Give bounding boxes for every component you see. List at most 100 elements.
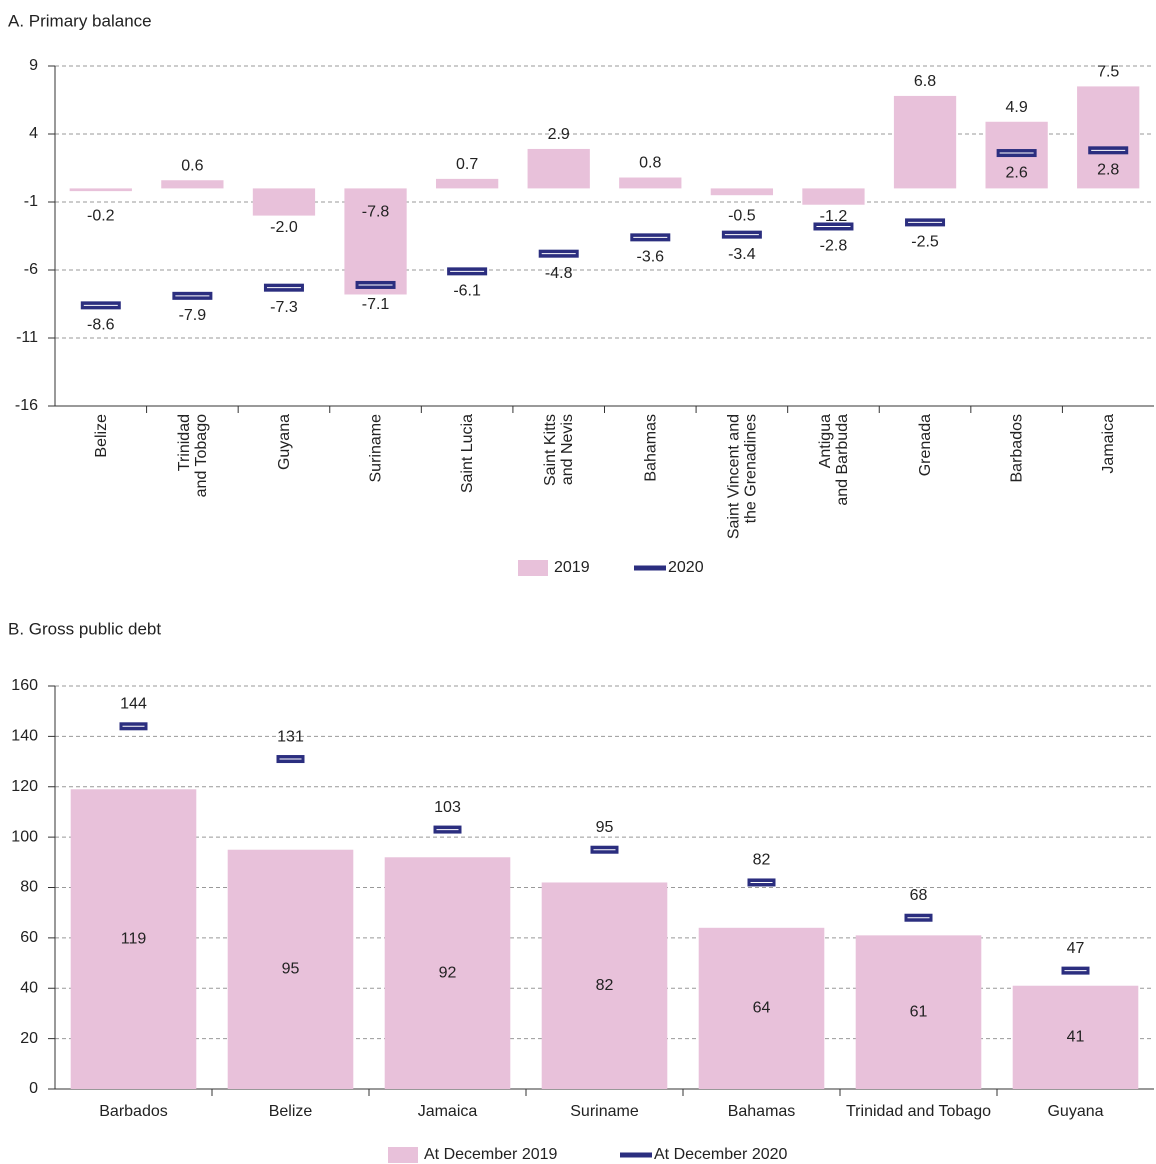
data-label: -2.0 [270, 219, 298, 236]
x-tick-label-line: Belize [269, 1103, 313, 1120]
data-label: -2.5 [911, 234, 939, 251]
y-tick-label: 0 [29, 1080, 38, 1097]
bar [527, 148, 590, 189]
data-label: 82 [596, 977, 614, 994]
x-tick-label-line: Guyana [276, 414, 293, 470]
x-tick-label: Jamaica [1100, 414, 1117, 474]
data-label: 95 [596, 819, 614, 836]
x-tick-label-group: Saint Kittsand Nevis [542, 414, 576, 486]
y-tick-label: 100 [11, 828, 38, 845]
data-label: 7.5 [1097, 64, 1119, 81]
bar [710, 188, 774, 196]
legend-swatch [634, 565, 666, 571]
x-tick-label-group: Bahamas [643, 414, 660, 482]
y-tick-label: 140 [11, 728, 38, 745]
data-label: 68 [910, 887, 928, 904]
x-tick-label: Barbados [1009, 414, 1026, 483]
data-label: 2.8 [1097, 162, 1119, 179]
data-label: 2.6 [1006, 164, 1028, 181]
x-tick-label: Belize [93, 414, 110, 458]
x-tick-label: Saint Lucia [459, 414, 476, 493]
x-tick-label: Trinidad and Tobago [846, 1103, 991, 1120]
bar [252, 188, 316, 216]
x-tick-label-line: Bahamas [728, 1103, 796, 1120]
x-tick-label-line: Antigua [817, 414, 834, 468]
x-tick-label-line: Jamaica [418, 1103, 478, 1120]
data-label: 61 [910, 1003, 928, 1020]
data-label: -2.8 [820, 238, 848, 255]
bar [161, 180, 224, 189]
bar [69, 188, 132, 192]
bar [698, 927, 825, 1089]
data-label: -3.6 [637, 249, 665, 266]
x-tick-label-line: the Grenadines [743, 414, 760, 523]
bar [384, 857, 511, 1089]
bar [893, 95, 957, 189]
y-tick-label: 20 [20, 1030, 38, 1047]
y-tick-label: 60 [20, 929, 38, 946]
data-label: -7.1 [362, 296, 390, 313]
y-tick-label: 40 [20, 979, 38, 996]
data-label: -7.9 [179, 307, 207, 324]
y-tick-label: 4 [29, 125, 38, 142]
bar [1077, 86, 1140, 189]
data-label: 0.6 [181, 157, 203, 174]
x-tick-label-group: Guyana [276, 414, 293, 470]
chart-title: B. Gross public debt [8, 619, 161, 638]
data-label: 131 [277, 728, 304, 745]
chart-title: A. Primary balance [8, 11, 152, 30]
x-tick-label: Bahamas [728, 1103, 796, 1120]
data-label: 82 [753, 852, 771, 869]
x-tick-label-line: Jamaica [1100, 414, 1117, 474]
bar [802, 188, 865, 205]
y-tick-label: 80 [20, 879, 38, 896]
bar [541, 882, 668, 1089]
bar [1012, 985, 1139, 1089]
x-tick-label: Saint Kittsand Nevis [542, 414, 576, 486]
x-tick-label: Saint Vincent andthe Grenadines [726, 414, 760, 539]
data-label: 95 [282, 961, 300, 978]
data-label: 92 [439, 964, 457, 981]
data-label: -1.2 [820, 208, 848, 225]
x-tick-label-line: Guyana [1047, 1103, 1103, 1120]
legend-label: 2020 [668, 559, 704, 576]
data-label: 6.8 [914, 73, 936, 90]
x-tick-label-group: Saint Lucia [459, 414, 476, 493]
data-label: -6.1 [453, 283, 481, 300]
x-tick-label-group: Belize [93, 414, 110, 458]
x-tick-label-line: Saint Vincent and [726, 414, 743, 539]
data-label: -7.3 [270, 299, 298, 316]
bar [855, 935, 982, 1089]
x-tick-label: Guyana [276, 414, 293, 470]
x-tick-label-line: Barbados [99, 1103, 168, 1120]
x-tick-label-line: Belize [93, 414, 110, 458]
data-label: 144 [120, 696, 147, 713]
x-tick-label-group: Jamaica [1100, 414, 1117, 474]
x-tick-label-line: Saint Lucia [459, 414, 476, 493]
data-label: 4.9 [1006, 99, 1028, 116]
x-tick-label-group: Trinidadand Tobago [176, 414, 210, 497]
y-tick-label: 160 [11, 677, 38, 694]
data-label: 64 [753, 1000, 771, 1017]
x-tick-label-group: Antiguaand Barbuda [817, 414, 851, 506]
x-tick-label: Trinidadand Tobago [176, 414, 210, 497]
legend-swatch [620, 1152, 652, 1158]
x-tick-label: Barbados [99, 1103, 168, 1120]
y-tick-label: -16 [15, 397, 38, 414]
y-tick-label: 9 [29, 57, 38, 74]
legend-label: At December 2020 [654, 1146, 788, 1163]
x-tick-label: Belize [269, 1103, 313, 1120]
bar [619, 177, 682, 189]
data-label: -8.6 [87, 317, 115, 334]
x-tick-label-group: Grenada [917, 414, 934, 476]
x-tick-label: Grenada [917, 414, 934, 476]
bar [435, 178, 499, 189]
x-tick-label-group: Suriname [368, 414, 385, 483]
x-tick-label-line: Bahamas [643, 414, 660, 482]
bar [227, 849, 354, 1089]
data-label: -0.5 [728, 208, 756, 225]
legend-label: At December 2019 [424, 1146, 558, 1163]
data-label: 119 [121, 930, 147, 947]
data-label: -4.8 [545, 265, 573, 282]
x-tick-label: Suriname [570, 1103, 639, 1120]
